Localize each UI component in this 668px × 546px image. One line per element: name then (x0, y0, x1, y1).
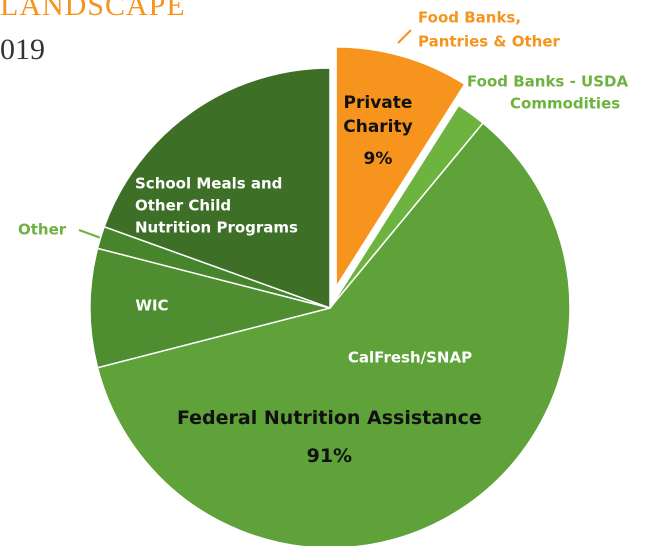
slice-label: WIC (135, 297, 168, 315)
slice-label: Commodities (510, 95, 620, 113)
slice-label: School Meals and (135, 175, 282, 193)
slice-label: CalFresh/SNAP (348, 349, 472, 367)
group-label: Charity (343, 117, 412, 137)
leader-line (78, 229, 102, 239)
pie-slice (89, 247, 331, 369)
pie-slice (335, 46, 466, 290)
leader-line (397, 29, 412, 44)
slice-label: Pantries & Other (418, 33, 561, 51)
group-label: Private (344, 93, 413, 113)
pie-slice (103, 67, 331, 310)
group-value-label: 91% (307, 445, 352, 467)
slice-label: Other Child (135, 197, 231, 215)
slice-label: Food Banks - USDA (467, 73, 628, 91)
pie-slice (96, 122, 571, 546)
slice-label: Food Banks, (418, 9, 521, 27)
slice-label: Nutrition Programs (135, 219, 298, 237)
chart-title: LANDSCAPE (0, 0, 186, 22)
group-value-label: 9% (364, 149, 393, 169)
group-label: Federal Nutrition Assistance (177, 407, 482, 429)
slice-label: Other (18, 221, 67, 239)
chart-subtitle: 019 (0, 33, 45, 66)
